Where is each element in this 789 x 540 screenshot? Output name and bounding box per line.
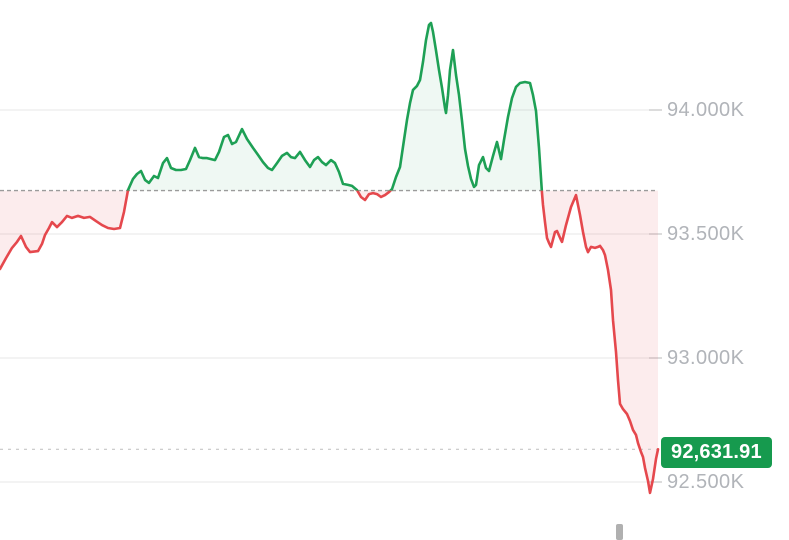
- price-axis-label: 93.500K: [667, 223, 745, 245]
- price-line-up: [126, 21, 544, 191]
- price-axis-label: 94.000K: [667, 99, 745, 121]
- price-axis-label: 92.500K: [667, 471, 745, 493]
- last-price-badge: 92,631.91: [661, 437, 772, 468]
- price-axis-label: 93.000K: [667, 347, 745, 369]
- area-fill-up: [0, 23, 658, 191]
- time-axis-handle[interactable]: [616, 524, 623, 540]
- area-fill-down: [0, 190, 658, 493]
- price-line-down: [0, 190, 660, 495]
